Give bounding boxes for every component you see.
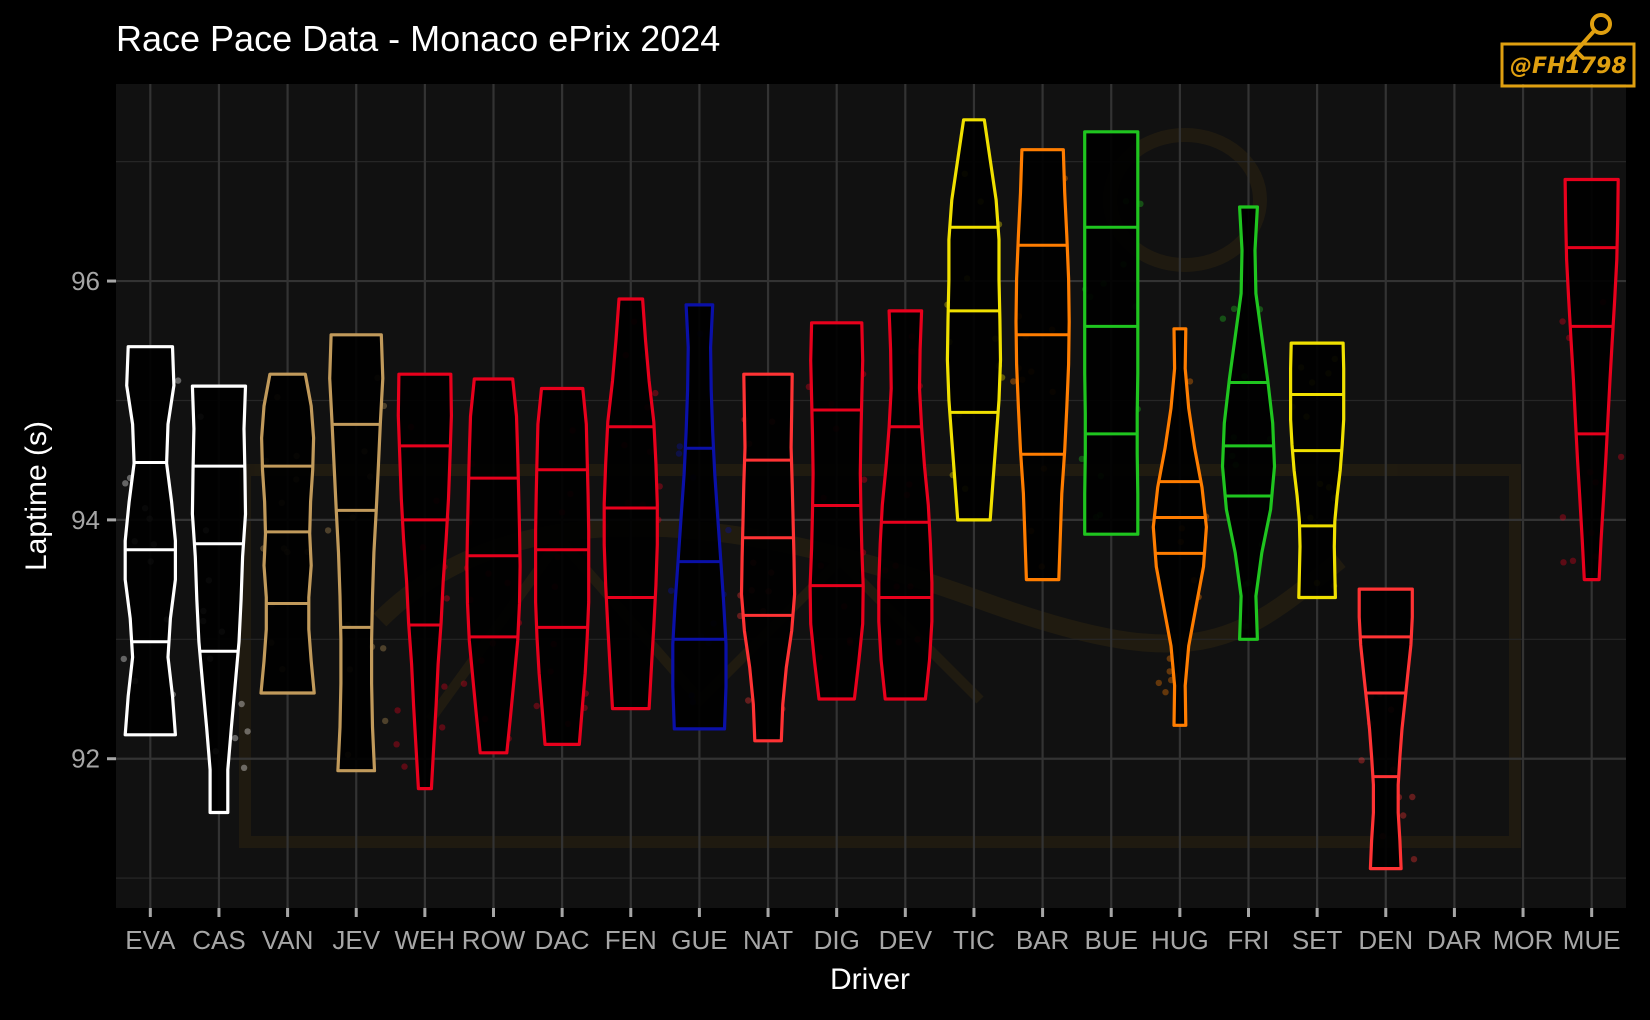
lap-point <box>238 700 245 708</box>
x-tick-label: SET <box>1292 925 1343 955</box>
violin-cas <box>190 384 248 815</box>
x-tick-label: DEV <box>879 925 933 955</box>
lap-point <box>1560 559 1567 566</box>
lap-point <box>1219 315 1227 322</box>
violin-row <box>465 377 522 755</box>
violin-dig <box>808 321 865 701</box>
violin-jev <box>328 333 385 773</box>
lap-point <box>1162 689 1169 696</box>
lap-point <box>1617 453 1625 461</box>
x-tick-label: BUE <box>1084 925 1137 955</box>
lap-point <box>1078 455 1086 463</box>
x-axis: EVA CAS VAN JEV WEH ROW DAC FEN GUE NAT DIG DEV TIC B… <box>125 908 1621 955</box>
lap-point <box>1409 793 1416 801</box>
y-tick-label: 96 <box>71 266 100 296</box>
violin-bue <box>1083 130 1140 536</box>
violin-bar <box>1014 148 1071 582</box>
violins <box>123 118 1620 871</box>
x-axis-title: Driver <box>830 963 910 996</box>
x-tick-label: DIG <box>814 925 860 955</box>
lap-point <box>1186 378 1194 385</box>
lap-point <box>652 389 659 397</box>
y-tick-label: 92 <box>71 744 100 774</box>
x-tick-label: FEN <box>605 925 657 955</box>
x-tick-label: VAN <box>262 925 314 955</box>
x-tick-label: EVA <box>125 925 176 955</box>
lap-point <box>1155 679 1163 687</box>
x-tick-label: GUE <box>671 925 727 955</box>
violin-hug <box>1151 327 1208 727</box>
lap-point <box>1559 318 1566 325</box>
violin-dac <box>534 386 591 746</box>
lap-point <box>244 728 251 735</box>
violin-weh <box>396 372 453 791</box>
lap-point <box>1230 305 1238 312</box>
x-tick-label: NAT <box>743 925 793 955</box>
key-icon <box>1566 13 1612 62</box>
x-tick-label: DAC <box>535 925 590 955</box>
violin-den <box>1357 587 1414 871</box>
lap-point <box>231 734 239 742</box>
lap-point <box>1400 812 1407 819</box>
violin-mue <box>1563 177 1620 582</box>
violin-nat <box>739 372 797 743</box>
y-axis-title: Laptime (s) <box>20 421 53 571</box>
lap-point <box>533 702 540 710</box>
lap-point <box>380 645 387 652</box>
x-tick-label: TIC <box>953 925 995 955</box>
lap-point <box>668 587 675 594</box>
violin-fri <box>1220 205 1277 641</box>
x-tick-label: BAR <box>1016 925 1069 955</box>
x-tick-label: CAS <box>192 925 245 955</box>
lap-point <box>676 443 683 450</box>
lap-point <box>324 527 332 534</box>
lap-point <box>439 724 446 731</box>
lap-point <box>860 476 868 483</box>
lap-point <box>1559 514 1567 521</box>
violin-tic <box>945 118 1003 522</box>
lap-point <box>1358 757 1365 764</box>
lap-point <box>394 707 401 714</box>
lap-point <box>240 764 248 771</box>
y-tick-label: 94 <box>71 505 100 535</box>
lap-point <box>382 717 389 725</box>
violin-van <box>259 372 316 695</box>
x-tick-label: DAR <box>1427 925 1482 955</box>
lap-point <box>122 480 129 487</box>
chart-title: Race Pace Data - Monaco ePrix 2024 <box>116 18 720 59</box>
lap-point <box>1569 557 1577 564</box>
lap-point <box>1410 856 1418 863</box>
watermark-logo: @FH1798 <box>1500 13 1636 88</box>
lap-point <box>174 377 182 384</box>
lap-point <box>725 526 732 534</box>
lap-point <box>443 595 450 602</box>
x-tick-label: FRI <box>1228 925 1270 955</box>
lap-point <box>401 763 408 770</box>
lap-point <box>1010 378 1017 385</box>
violin-fen <box>602 297 659 711</box>
x-tick-label: HUG <box>1151 925 1209 955</box>
lap-point <box>441 683 448 690</box>
violin-set <box>1289 341 1346 600</box>
x-tick-label: MOR <box>1493 925 1554 955</box>
watermark-frame <box>1500 42 1636 88</box>
violin-eva <box>123 345 177 737</box>
violin-dev <box>877 309 934 701</box>
y-axis: 92 94 96 <box>71 266 116 774</box>
watermark-text: @FH1798 <box>1510 54 1627 79</box>
lap-point <box>393 741 400 748</box>
lap-point <box>675 450 683 457</box>
lap-point <box>1166 668 1173 675</box>
x-tick-label: WEH <box>395 925 456 955</box>
x-tick-label: MUE <box>1563 925 1621 955</box>
violin-gue <box>671 303 728 731</box>
x-tick-label: JEV <box>332 925 380 955</box>
lap-point <box>745 697 752 704</box>
x-tick-label: ROW <box>462 925 526 955</box>
x-tick-label: DEN <box>1358 925 1413 955</box>
lap-point <box>460 680 468 687</box>
lap-point <box>120 655 128 663</box>
